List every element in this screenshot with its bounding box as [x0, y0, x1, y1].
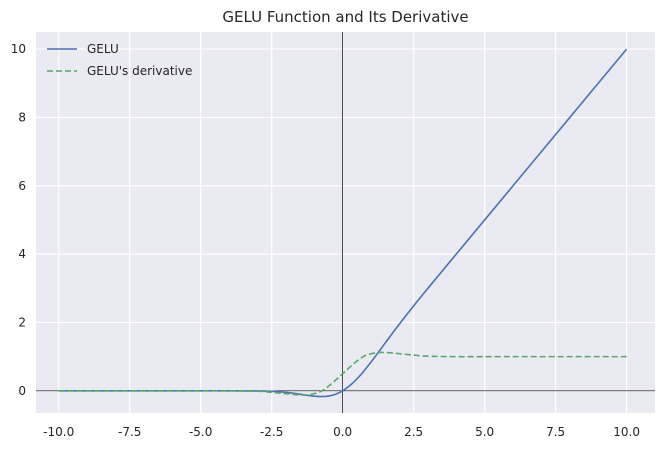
y-tick-label: 8	[18, 110, 26, 124]
x-axis-ticks: -10.0 -7.5 -5.0 -2.5 0.0 2.5 5.0 7.5 10.0	[43, 425, 640, 439]
y-tick-label: 10	[11, 42, 26, 56]
y-tick-label: 6	[18, 179, 26, 193]
x-tick-label: 7.5	[546, 425, 565, 439]
x-tick-label: 0.0	[333, 425, 352, 439]
x-tick-label: 2.5	[404, 425, 423, 439]
x-tick-label: -10.0	[43, 425, 74, 439]
x-tick-label: -5.0	[189, 425, 212, 439]
x-tick-label: 5.0	[475, 425, 494, 439]
legend-label: GELU's derivative	[87, 64, 192, 78]
y-tick-label: 0	[18, 384, 26, 398]
legend: GELU GELU's derivative	[47, 42, 192, 78]
plot-area	[36, 32, 655, 413]
chart-title: GELU Function and Its Derivative	[222, 8, 468, 26]
x-tick-label: 10.0	[613, 425, 640, 439]
x-tick-label: -7.5	[118, 425, 141, 439]
legend-label: GELU	[87, 42, 119, 56]
y-axis-ticks: 0 2 4 6 8 10	[11, 42, 26, 398]
y-tick-label: 4	[18, 247, 26, 261]
y-tick-label: 2	[18, 315, 26, 329]
series-layer	[58, 48, 628, 398]
x-tick-label: -2.5	[260, 425, 283, 439]
